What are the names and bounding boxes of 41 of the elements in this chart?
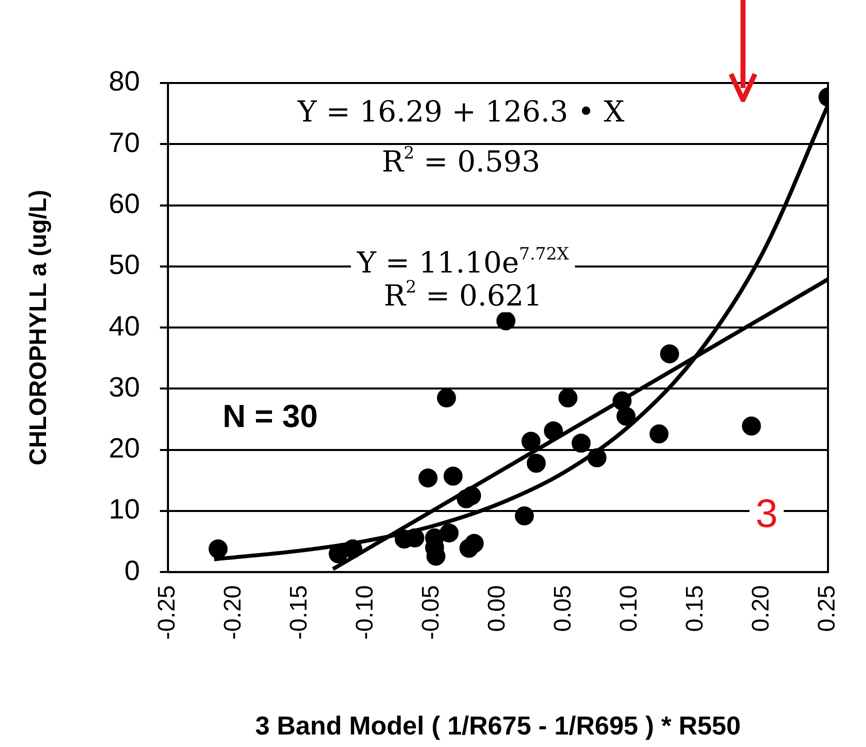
point	[526, 454, 546, 473]
point	[558, 388, 578, 408]
y-tick-label: 10	[108, 494, 140, 525]
point	[514, 506, 534, 526]
x-tick-label: -0.10	[352, 585, 379, 640]
point	[572, 434, 591, 453]
x-tick-label: 0.10	[616, 585, 643, 632]
x-tick-label: 0.25	[814, 585, 841, 632]
point	[418, 468, 438, 488]
annotation: 3	[755, 492, 778, 536]
x-tick-label: -0.05	[418, 585, 445, 640]
point	[444, 466, 463, 486]
point	[650, 424, 669, 444]
point	[440, 523, 459, 542]
x-tick-label: 0.05	[550, 585, 577, 632]
x-tick-label: -0.20	[220, 585, 247, 640]
y-tick-label: 60	[108, 188, 140, 219]
x-tick-label: -0.25	[154, 585, 181, 640]
point	[521, 432, 540, 451]
point	[464, 534, 484, 553]
x-tick-label: 0.00	[484, 585, 511, 632]
y-tick-label: 70	[108, 126, 140, 158]
y-axis-title: CHLOROPHYLL a (ug/L)	[25, 190, 52, 466]
x-tick-label: 0.15	[682, 585, 709, 632]
x-tick-label: 0.20	[748, 585, 775, 632]
point	[660, 344, 680, 364]
annotation: N = 30	[222, 398, 318, 434]
y-tick-label: 30	[108, 371, 140, 402]
point	[496, 311, 516, 330]
y-tick-label: 0	[124, 554, 140, 586]
x-tick-label: -0.15	[286, 585, 313, 640]
point	[208, 539, 228, 558]
y-tick-label: 80	[108, 66, 140, 97]
x-axis-title: 3 Band Model ( 1/R675 - 1/R695 ) * R550	[255, 710, 741, 741]
point	[436, 388, 456, 408]
y-tick-label: 50	[108, 249, 140, 280]
annotation: Y = 16.29 + 126.3 • X	[296, 94, 625, 128]
point	[616, 406, 636, 426]
y-tick-label: 40	[108, 310, 140, 342]
y-tick-label: 20	[108, 432, 140, 464]
point	[742, 416, 761, 436]
